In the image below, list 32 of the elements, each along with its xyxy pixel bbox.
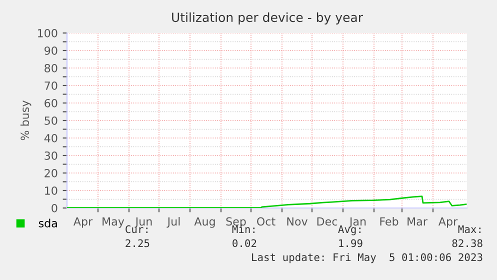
y-tick-label: 90 [44,46,58,55]
x-tick-label: Aug [194,217,215,228]
x-tick-label: Apr [438,217,458,228]
y-tick-label: 60 [44,98,58,108]
x-tick-label: Nov [287,217,308,226]
y-tick-label: 20 [44,168,58,178]
y-axis-title: % busy [20,100,32,140]
x-tick-label: Feb [380,217,398,226]
y-tick-label: 80 [44,64,58,72]
y-tick-label: 40 [44,134,58,142]
text: 82.38 [452,239,482,248]
y-tick-label: 0 [52,204,58,212]
x-tick-label: Dec [317,217,338,226]
x-tick-label: May [102,217,124,228]
legend-label: sda [38,218,57,228]
chart-title: Utilization per device - by year [172,12,364,24]
text: 1.99 [339,239,362,248]
text: 2.25 [126,239,150,248]
text: Max: [458,225,480,234]
y-tick-label: 100 [38,28,58,38]
y-tick-label: 70 [44,81,58,90]
x-tick-label: Oct [257,217,276,226]
x-tick-label: Jul [166,217,180,228]
text: Last update: Fri May 5 01:00:06 2023 [252,253,482,264]
y-tick-label: 30 [44,151,58,160]
x-tick-label: Apr [73,217,93,228]
x-tick-label: Sep [226,217,246,228]
text: 0.02 [232,239,256,248]
y-tick-label: 10 [45,186,58,195]
text: Min: [232,225,254,233]
x-tick-label: Mar [408,217,428,226]
y-tick-label: 50 [44,116,58,125]
